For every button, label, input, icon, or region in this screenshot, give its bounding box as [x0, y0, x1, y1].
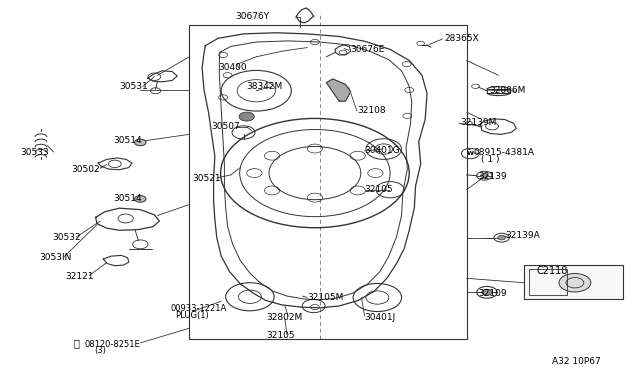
Text: ( 1 ): ( 1 ) [481, 155, 499, 164]
Text: 30502: 30502 [72, 165, 100, 174]
Text: 32139: 32139 [478, 172, 507, 181]
Text: 32109: 32109 [478, 289, 507, 298]
Text: 30521: 30521 [193, 174, 221, 183]
Text: 08120-8251E: 08120-8251E [84, 340, 140, 349]
Text: 38342M: 38342M [246, 82, 283, 91]
Text: (3): (3) [94, 346, 106, 355]
Text: 30514: 30514 [113, 137, 141, 145]
Text: 30533: 30533 [20, 148, 49, 157]
Text: Ⓑ: Ⓑ [74, 338, 79, 348]
Text: 30531: 30531 [119, 82, 148, 91]
Circle shape [559, 273, 591, 292]
Polygon shape [326, 79, 351, 101]
Text: 32802M: 32802M [266, 312, 302, 321]
Bar [524, 265, 623, 299]
Text: W: W [467, 151, 474, 156]
Text: C2118: C2118 [537, 266, 568, 276]
Text: 32121: 32121 [65, 272, 93, 281]
Text: 28365X: 28365X [444, 34, 479, 43]
Circle shape [134, 196, 146, 202]
Circle shape [134, 139, 146, 146]
Bar [529, 269, 567, 295]
Text: 30401J: 30401J [365, 312, 396, 321]
Text: 30676Y: 30676Y [235, 12, 269, 21]
Circle shape [481, 173, 488, 178]
Bar [189, 25, 467, 339]
Text: 00933-1221A: 00933-1221A [170, 304, 227, 313]
Circle shape [239, 112, 254, 121]
Text: 30400: 30400 [218, 63, 246, 72]
Text: A32 10P67: A32 10P67 [552, 357, 600, 366]
Text: 32105: 32105 [266, 331, 294, 340]
Text: 08915-4381A: 08915-4381A [473, 148, 534, 157]
Text: 30514: 30514 [113, 194, 141, 203]
Text: 32006M: 32006M [489, 86, 525, 94]
Text: 30507: 30507 [212, 122, 241, 131]
Text: 32108: 32108 [357, 106, 385, 115]
Text: 32105: 32105 [365, 185, 393, 194]
Text: 32139M: 32139M [460, 118, 497, 127]
Circle shape [482, 289, 492, 295]
Text: 3053IN: 3053IN [40, 253, 72, 263]
Text: PLUG(1): PLUG(1) [175, 311, 209, 320]
Text: 30676E: 30676E [351, 45, 385, 54]
Text: 30532: 30532 [52, 233, 81, 242]
Text: 32139A: 32139A [505, 231, 540, 240]
Circle shape [498, 235, 506, 240]
Text: 32105M: 32105M [307, 293, 344, 302]
Text: 30401G: 30401G [365, 147, 400, 155]
